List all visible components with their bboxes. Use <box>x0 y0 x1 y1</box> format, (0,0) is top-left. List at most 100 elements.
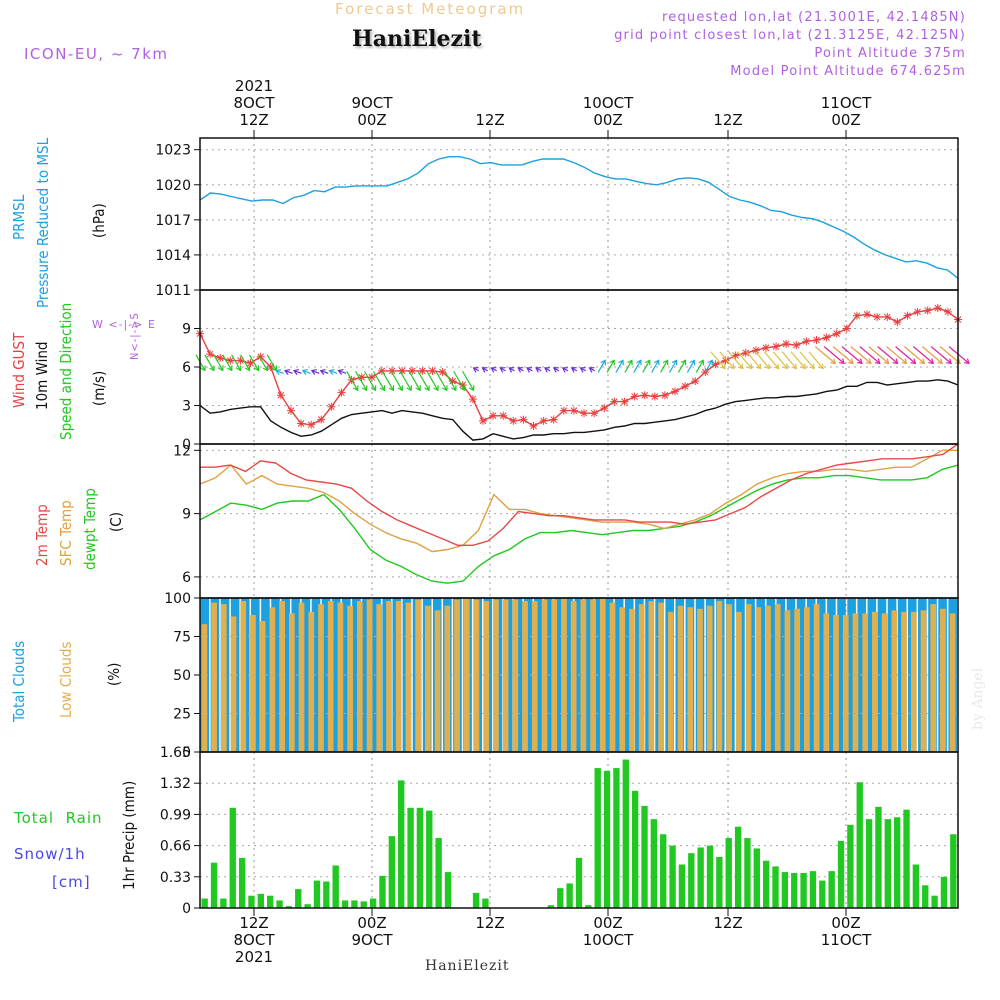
gust-marker <box>660 391 669 400</box>
precip-bar <box>940 876 948 908</box>
gust-marker <box>499 411 508 420</box>
precip-bar <box>734 826 742 908</box>
wind-arrow-head <box>388 385 395 392</box>
precip-bar <box>744 838 751 908</box>
precip-bar <box>922 885 929 908</box>
precip-bar <box>622 759 629 908</box>
low-cloud-bar <box>337 602 344 752</box>
wind-arrow-head <box>636 359 642 366</box>
wind-arrow <box>311 370 320 374</box>
gust-marker <box>468 395 477 404</box>
wind-arrow <box>737 351 753 369</box>
wind-arrow-head <box>209 365 215 372</box>
panel-frame <box>199 751 959 909</box>
precip-bar <box>781 872 789 908</box>
top-time-label-line2: 8OCT <box>233 94 275 112</box>
gust-marker <box>913 307 922 316</box>
precip-bar <box>856 782 863 908</box>
low-cloud-bar <box>784 610 791 752</box>
wind-arrow <box>868 346 890 364</box>
wind-arrow <box>799 351 815 369</box>
total-cloud-bar <box>867 598 877 752</box>
gust-marker <box>681 382 690 391</box>
wind-arrow <box>895 346 916 364</box>
precip-bar <box>828 871 835 908</box>
wind-arrow-head <box>764 363 771 370</box>
precip-bar <box>650 819 658 908</box>
dewpoint-line <box>199 464 959 584</box>
gust-marker <box>832 329 841 338</box>
precip-bar <box>847 824 854 908</box>
precip-bar <box>875 806 882 908</box>
precip-bar <box>678 864 686 908</box>
gust-marker <box>640 391 649 400</box>
low-cloud-bar <box>298 602 305 752</box>
wind-arrow <box>213 354 224 371</box>
precip-bar <box>931 895 938 908</box>
low-cloud-bar <box>774 604 781 752</box>
y-tick-label: 0.33 <box>160 870 191 886</box>
gust-marker <box>731 351 740 360</box>
y-tick-label: 6 <box>182 570 191 586</box>
wind-arrow-head <box>600 359 606 366</box>
wind-arrow-head <box>361 385 368 392</box>
precip-bar <box>220 898 227 908</box>
wind-arrow-head <box>839 358 845 365</box>
wind-arrow-head <box>490 367 497 373</box>
wind-arrow <box>633 360 642 373</box>
precip-bar <box>229 807 236 908</box>
precip-bar <box>257 893 265 908</box>
total-cloud-bar <box>362 598 371 752</box>
wind-arrow-head <box>955 358 961 365</box>
wind-arrow <box>912 346 934 364</box>
wind-arrow <box>284 370 293 374</box>
precip-bar <box>912 864 920 908</box>
wind-arrow <box>248 354 259 371</box>
low-cloud-bar <box>881 613 888 752</box>
low-cloud-bar <box>405 602 412 752</box>
wind-arrow-head <box>728 363 735 370</box>
wind-arrow <box>823 346 845 364</box>
wind-arrow <box>231 354 242 371</box>
wind-arrow <box>939 346 961 364</box>
wind-arrow-head <box>737 363 744 370</box>
wind-arrow <box>814 346 836 364</box>
precip-bar <box>660 834 667 908</box>
wind-arrow-head <box>653 359 660 366</box>
precip-bar <box>641 805 648 908</box>
wind-arrow-head <box>406 385 412 392</box>
wind-arrow <box>293 370 302 374</box>
bottom-time-label-line2: 9OCT <box>351 931 393 949</box>
wind-arrow-head <box>552 367 559 373</box>
low-cloud-bar <box>842 614 849 752</box>
total-cloud-bar <box>837 598 846 752</box>
precip-bar <box>613 768 620 908</box>
precip-bar <box>575 857 583 908</box>
gust-marker <box>438 368 447 377</box>
precip-bar <box>295 889 302 908</box>
precip-bar <box>762 860 770 908</box>
bottom-time-label-line1: 00Z <box>593 914 623 932</box>
low-cloud-bar <box>609 602 616 752</box>
precip-bar <box>547 905 555 908</box>
low-cloud-bar <box>240 601 247 752</box>
precip-bar <box>238 857 246 908</box>
precip-bar <box>725 838 732 908</box>
gust-marker <box>377 366 386 375</box>
wind-arrow-head <box>856 358 863 365</box>
wind-arrow <box>453 370 466 391</box>
precip-bar <box>351 900 358 908</box>
total-cloud-bar <box>584 598 594 752</box>
wind-arrow-head <box>720 363 726 370</box>
precip-bar <box>426 810 433 908</box>
total-cloud-bar <box>786 598 796 752</box>
wind-arrow <box>462 370 475 391</box>
wind-arrow <box>302 370 311 374</box>
low-cloud-bar <box>522 601 528 752</box>
gust-marker <box>812 336 821 345</box>
precip-bar <box>772 866 779 908</box>
model-label: ICON-EU, ~ 7km <box>24 45 169 63</box>
precip-bar <box>706 845 714 908</box>
gust-marker <box>489 411 498 420</box>
